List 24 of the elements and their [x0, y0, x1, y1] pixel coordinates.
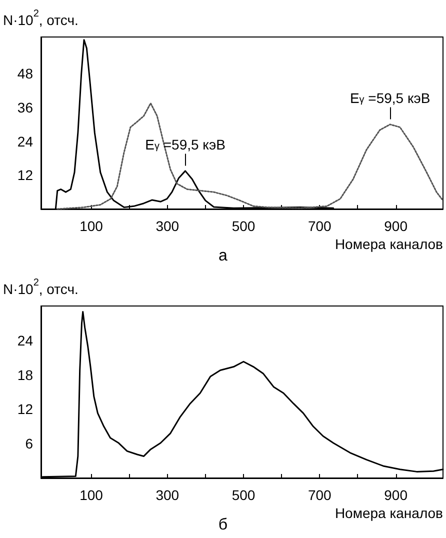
annotation: Eγ =59,5 кэВ [350, 90, 430, 106]
annotation: Eγ =59,5 кэВ [145, 136, 226, 153]
y-tick-label: 12 [17, 167, 34, 184]
x-tick-label: 100 [80, 218, 104, 234]
x-tick-label: 500 [232, 218, 256, 234]
x-tick-label: 300 [156, 218, 180, 234]
y-tick-label: 48 [17, 66, 34, 82]
x-tick-label: 700 [308, 487, 332, 503]
x-axis-title: Номера каналов [334, 505, 443, 521]
x-tick-label: 900 [384, 487, 408, 503]
y-tick-label: 6 [25, 436, 34, 452]
x-tick-label: 300 [156, 487, 180, 503]
x-tick-label: 700 [308, 218, 332, 234]
text: б [218, 516, 228, 534]
x-tick-label: 500 [232, 487, 256, 503]
x-tick-label: 900 [384, 218, 408, 234]
y-tick-label: 18 [17, 366, 34, 383]
text: а [218, 248, 228, 264]
x-axis-title: Номера каналов [334, 236, 443, 252]
y-tick-label: 36 [17, 99, 34, 116]
y-tick-label: 12 [17, 401, 34, 418]
x-tick-label: 100 [80, 487, 104, 503]
y-tick-label: 24 [17, 133, 34, 150]
y-tick-label: 24 [17, 332, 34, 348]
